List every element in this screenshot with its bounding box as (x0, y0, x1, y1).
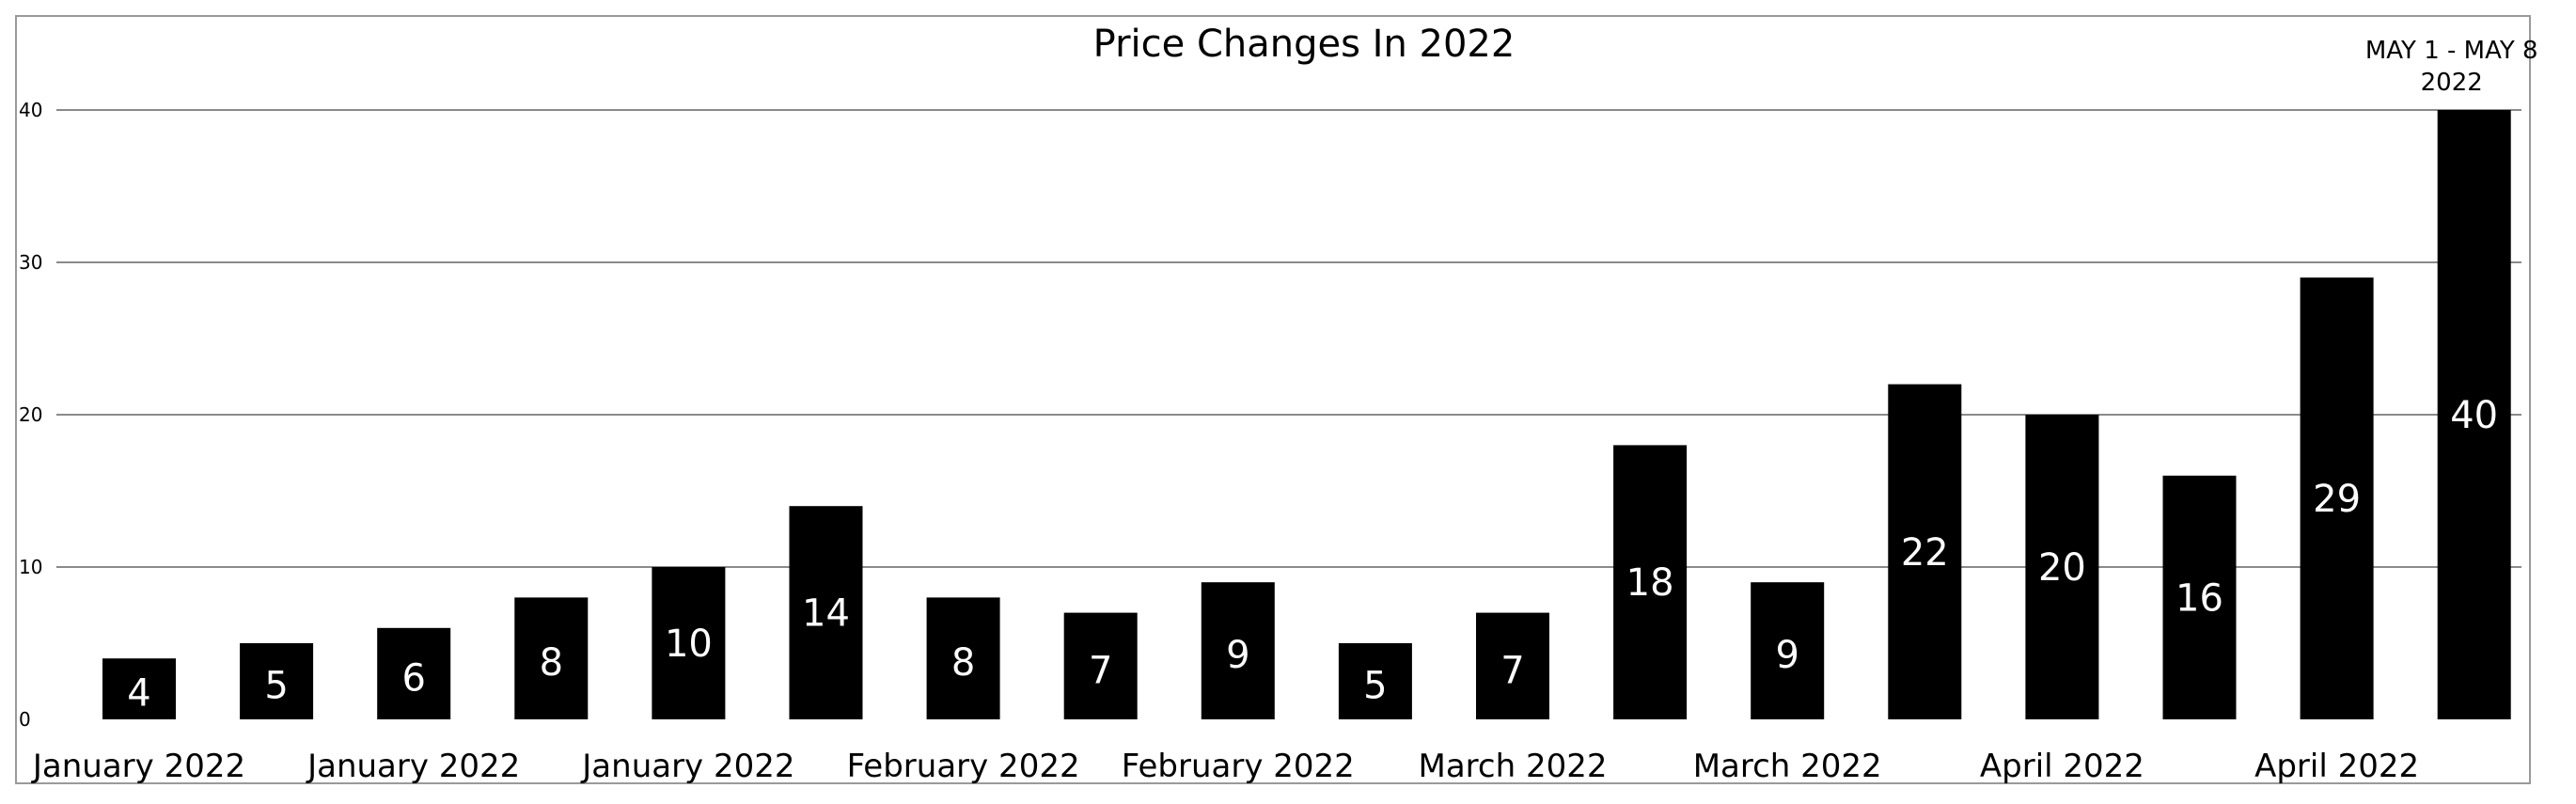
bar-13 (1888, 384, 1962, 719)
bar-7 (1063, 612, 1138, 719)
data-label-15: 16 (2175, 576, 2223, 620)
gridlines (56, 109, 2521, 568)
data-label-13: 22 (1901, 531, 1949, 575)
x-tick-label-0: January 2022 (31, 748, 245, 785)
annotations: MAY 1 - MAY 8 2022 (2365, 37, 2538, 97)
x-tick-label-3: February 2022 (847, 748, 1080, 785)
data-label-6: 8 (951, 641, 975, 685)
x-tick-label-4: February 2022 (1122, 748, 1355, 785)
bar-5 (789, 506, 863, 719)
bar-0 (102, 658, 176, 719)
x-tick-label-8: April 2022 (2254, 748, 2419, 785)
x-tick-label-1: January 2022 (306, 748, 520, 785)
y-tick-label-0: 0 (19, 708, 31, 731)
data-label-14: 20 (2038, 546, 2086, 590)
annotation-0-line-0: MAY 1 - MAY 8 (2365, 37, 2538, 65)
bar-9 (1338, 643, 1412, 719)
data-label-12: 9 (1775, 634, 1798, 677)
y-axis-ticks: 0 10 20 30 40 (19, 99, 42, 731)
data-label-5: 14 (802, 592, 850, 636)
bars (102, 110, 2511, 719)
x-axis-labels: January 2022 January 2022 January 2022 Febr… (31, 748, 2419, 785)
data-label-10: 7 (1500, 649, 1524, 692)
bar-3 (514, 597, 589, 719)
x-tick-label-5: March 2022 (1419, 748, 1608, 785)
bar-8 (1201, 582, 1275, 719)
y-tick-label-40: 40 (19, 99, 42, 121)
bar-6 (926, 597, 1000, 719)
bar-17 (2437, 110, 2511, 719)
y-tick-label-30: 30 (19, 251, 42, 274)
x-tick-label-6: March 2022 (1693, 748, 1882, 785)
bar-14 (2025, 415, 2099, 719)
data-label-0: 4 (127, 672, 150, 716)
annotation-0-line-1: 2022 (2421, 69, 2483, 97)
data-label-11: 18 (1626, 561, 1674, 605)
y-tick-label-20: 20 (19, 403, 42, 426)
y-tick-label-10: 10 (19, 556, 42, 578)
data-label-9: 5 (1363, 665, 1387, 708)
bar-2 (377, 627, 451, 719)
bar-11 (1613, 445, 1688, 719)
data-label-8: 9 (1226, 634, 1249, 677)
data-label-7: 7 (1089, 649, 1112, 692)
x-tick-label-7: April 2022 (1980, 748, 2144, 785)
bar-15 (2162, 475, 2237, 719)
bar-12 (1751, 582, 1825, 719)
data-label-3: 8 (540, 641, 563, 685)
data-labels: 4 5 6 8 10 14 8 7 9 5 7 18 9 22 20 16 29 40 (127, 394, 2498, 716)
data-label-1: 5 (264, 665, 288, 708)
chart-title: Price Changes In 2022 (1093, 23, 1516, 66)
data-label-4: 10 (665, 623, 713, 666)
x-tick-label-2: January 2022 (580, 748, 794, 785)
data-label-17: 40 (2450, 394, 2498, 437)
bar-1 (240, 643, 314, 719)
bar-4 (652, 567, 726, 719)
data-label-16: 29 (2313, 478, 2361, 521)
bar-16 (2300, 277, 2374, 719)
bar-10 (1476, 612, 1549, 719)
data-label-2: 6 (401, 656, 425, 700)
